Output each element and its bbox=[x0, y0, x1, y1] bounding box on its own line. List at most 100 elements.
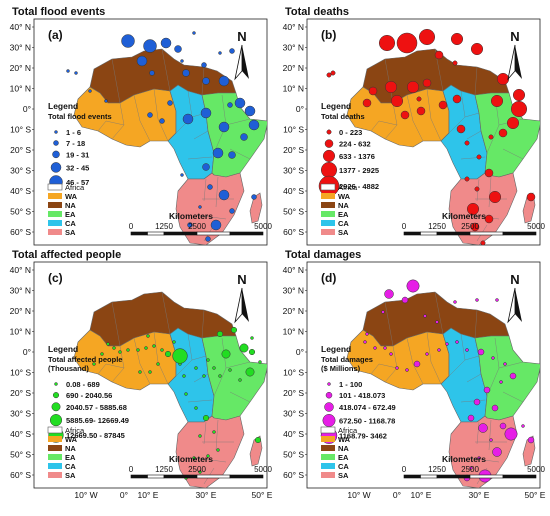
region-legend-label: NA bbox=[65, 444, 76, 453]
country-border bbox=[370, 120, 398, 132]
region-legend-swatch bbox=[321, 193, 335, 199]
scale-bar-segment bbox=[163, 231, 198, 236]
flood-symbol bbox=[202, 414, 210, 422]
country-border bbox=[203, 421, 207, 445]
country-border bbox=[187, 399, 213, 403]
legend-symbol bbox=[50, 162, 62, 173]
north-label: N bbox=[510, 29, 519, 44]
latitude-label: 40° N bbox=[10, 22, 31, 32]
flood-symbol bbox=[435, 320, 439, 324]
latitude-label: 20° N bbox=[10, 63, 31, 73]
africa-map bbox=[346, 279, 540, 488]
flood-symbol bbox=[483, 386, 491, 394]
legend-symbol bbox=[325, 391, 333, 399]
region-legend-label: Africa bbox=[338, 183, 358, 192]
scale-bar-title: Kilometers bbox=[442, 454, 486, 464]
region-legend-swatch bbox=[320, 183, 336, 191]
panel-title: Total affected people bbox=[12, 249, 121, 261]
flood-symbol bbox=[484, 214, 494, 224]
flood-symbol bbox=[198, 434, 202, 438]
region-legend-label: SA bbox=[338, 471, 349, 480]
flood-symbol bbox=[438, 100, 448, 110]
latitude-label: 10° N bbox=[10, 84, 31, 94]
flood-symbol bbox=[156, 362, 160, 366]
latitude-label: 40° S bbox=[10, 186, 31, 196]
north-arrow-icon bbox=[234, 287, 243, 324]
flood-symbol bbox=[167, 100, 173, 106]
scale-bar-segment bbox=[130, 231, 148, 236]
scale-bar-segment bbox=[147, 474, 165, 479]
flood-symbol bbox=[381, 310, 385, 314]
longitude-label: 50° E bbox=[525, 490, 546, 500]
region-legend-label: Africa bbox=[65, 426, 85, 435]
scale-bar-segment bbox=[403, 231, 421, 236]
flood-symbol bbox=[416, 106, 426, 116]
north-label: N bbox=[237, 29, 246, 44]
country-border bbox=[488, 176, 492, 208]
flood-symbol bbox=[212, 147, 224, 159]
scale-bar-segment bbox=[229, 231, 264, 236]
scale-bar-title: Kilometers bbox=[169, 454, 213, 464]
country-border bbox=[195, 214, 227, 220]
flood-symbol bbox=[206, 454, 210, 458]
scale-bar-segment bbox=[229, 474, 264, 479]
scale-bar-segment bbox=[469, 474, 504, 479]
region-legend-swatch bbox=[48, 454, 62, 460]
latitude-label: 30° S bbox=[10, 409, 31, 419]
longitude-label: 50° E bbox=[252, 490, 273, 500]
flood-symbol bbox=[362, 98, 372, 108]
region-legend-swatch bbox=[48, 220, 62, 226]
region-legend-swatch bbox=[321, 445, 335, 451]
scale-bar-segment bbox=[196, 231, 231, 236]
flood-symbol bbox=[248, 119, 260, 131]
flood-symbol bbox=[251, 194, 257, 200]
scale-bar-title: Kilometers bbox=[169, 211, 213, 221]
flood-symbol bbox=[254, 436, 262, 444]
flood-symbol bbox=[182, 113, 194, 125]
legend-class-label: 46 - 57 bbox=[66, 178, 89, 187]
country-border bbox=[215, 419, 219, 451]
latitude-label: 60° S bbox=[283, 227, 304, 237]
flood-symbol bbox=[216, 330, 224, 338]
scale-bar-tick-label: 2500 bbox=[461, 222, 479, 231]
flood-symbol bbox=[396, 32, 418, 54]
longitude-label: 10° E bbox=[411, 490, 432, 500]
legend-title: Total damages bbox=[321, 355, 373, 364]
legend-symbol bbox=[51, 402, 61, 412]
flood-symbol bbox=[136, 55, 148, 67]
region-legend-label: Africa bbox=[65, 183, 85, 192]
scale-bar-tick-label: 2500 bbox=[188, 465, 206, 474]
flood-symbol bbox=[465, 348, 469, 352]
scale-bar-title: Kilometers bbox=[442, 211, 486, 221]
latitude-label: 0° bbox=[23, 347, 31, 357]
latitude-label: 30° S bbox=[283, 409, 304, 419]
latitude-label: 50° S bbox=[10, 450, 31, 460]
scale-bar-segment bbox=[502, 231, 537, 236]
flood-symbol bbox=[118, 350, 122, 354]
flood-symbol bbox=[146, 334, 150, 338]
longitude-label: 30° E bbox=[196, 490, 217, 500]
region-legend-swatch bbox=[320, 426, 336, 434]
flood-symbol bbox=[470, 42, 484, 56]
north-arrow-icon bbox=[507, 44, 516, 81]
region-ea bbox=[474, 92, 540, 178]
scale-bar-tick-label: 5000 bbox=[254, 222, 272, 231]
flood-symbol bbox=[422, 78, 432, 88]
flood-symbol bbox=[499, 380, 503, 384]
flood-symbol bbox=[495, 298, 499, 302]
flood-symbol bbox=[172, 348, 188, 364]
country-border bbox=[187, 156, 213, 160]
scale-bar-tick-label: 0 bbox=[129, 465, 134, 474]
flood-symbol bbox=[198, 470, 202, 474]
flood-symbol bbox=[92, 362, 96, 366]
country-border bbox=[406, 94, 424, 142]
map-panel: Total damages 40° N 30° N 20° N 10° N 0° 10° S… bbox=[283, 249, 545, 489]
legend-title: Total affected people bbox=[48, 355, 122, 364]
panel-letter: (d) bbox=[321, 271, 336, 285]
flood-symbol bbox=[512, 88, 526, 102]
latitude-label: 10° S bbox=[283, 125, 304, 135]
region-legend-swatch bbox=[321, 229, 335, 235]
legend-class-label: 1377 - 2925 bbox=[339, 166, 379, 175]
country-border bbox=[225, 361, 251, 369]
